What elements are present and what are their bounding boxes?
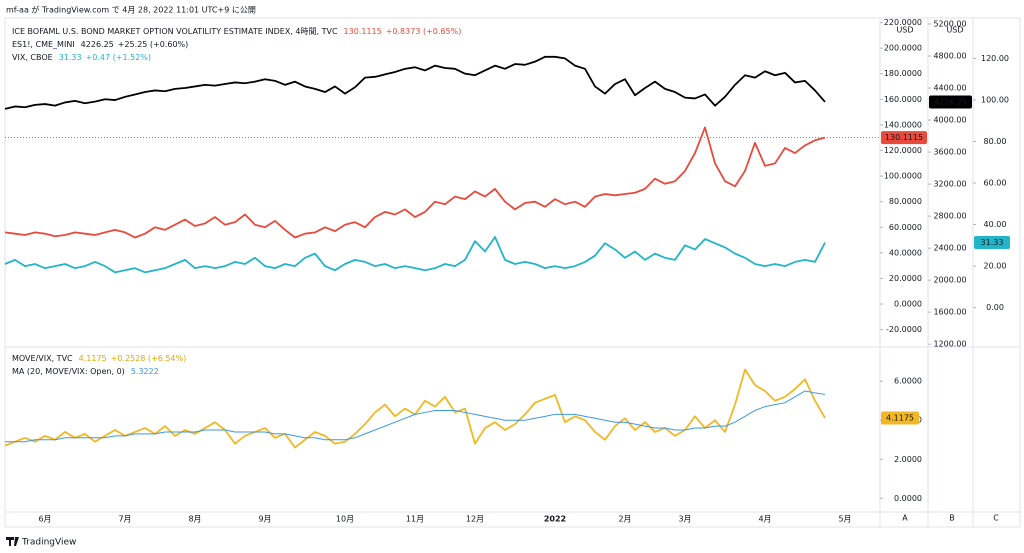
legend-change: +0.8373 (+0.65%) [386,27,462,36]
price-tick-label: 0.0000 [894,300,922,309]
time-tick-label: 11月 [406,515,424,524]
legend-value: 5.3222 [131,367,159,376]
price-tick-label: 4000.00 [933,116,966,125]
time-tick-label: 12月 [466,515,484,524]
price-tick-label: 2.0000 [894,455,922,464]
price-tick-label: 6.0000 [894,377,922,386]
legend-move: ICE BOFAML U.S. BOND MARKET OPTION VOLAT… [12,27,461,36]
price-tick-label: 60.00 [984,179,1007,188]
legend-name: MA (20, MOVE/VIX: Open, 0) [12,367,125,376]
legend-ratio: MOVE/VIX, TVC 4.1175 +0.2528 (+6.54%) [12,354,186,363]
price-tick-label: 0.0000 [894,494,922,503]
price-tick-label: 200.0000 [884,44,922,53]
price-tick-label: 220.0000 [884,18,922,27]
price-tick-label: 40.00 [984,220,1007,229]
price-tick-label: -20.0000 [886,325,922,334]
price-tick-label: 4400.00 [933,84,966,93]
time-tick-label: 2022 [544,515,566,524]
legend-es: ES1!, CME_MINI 4226.25 +25.25 (+0.60%) [12,40,188,49]
price-tick-label: 3600.00 [933,148,966,157]
price-tick-label: 2400.00 [933,244,966,253]
price-tick-label: 120.00 [981,54,1009,63]
legend-change: +0.47 (+1.52%) [86,53,151,62]
axis-button[interactable]: C [993,514,999,523]
legend-vix: VIX, CBOE 31.33 +0.47 (+1.52%) [12,53,151,62]
price-tag-label: 31.33 [981,238,1004,247]
currency-label: USD [896,26,913,35]
legend-name: ES1!, CME_MINI [12,40,75,49]
price-tick-label: 1600.00 [933,308,966,317]
series-line [4,126,826,239]
time-tick-label: 9月 [258,515,271,524]
series-line [4,236,826,274]
header: mf-aa が TradingView.com で 4月 28, 2022 11… [6,5,256,15]
price-tick-label: 120.0000 [884,146,922,155]
legend-value: 4226.25 [81,40,114,49]
time-tick-label: 3月 [678,515,691,524]
price-tag [929,95,972,109]
legend-change: +25.25 (+0.60%) [118,40,189,49]
currency-label: USD [946,26,963,35]
price-tag [881,131,927,145]
price-tick-label: 2800.00 [933,212,966,221]
legend-name: ICE BOFAML U.S. BOND MARKET OPTION VOLAT… [12,27,338,36]
price-tick-label: 100.00 [981,95,1009,104]
price-tag-label: 4.1175 [886,413,914,422]
price-tag-label: 4226.25 [934,97,967,106]
price-tick-label: 180.0000 [884,69,922,78]
axis-button[interactable]: A [902,514,908,523]
legend-value: 130.1115 [344,27,382,36]
price-tick-label: 80.00 [984,137,1007,146]
axis-button[interactable]: B [949,514,955,523]
series-line [4,55,826,110]
price-tick-label: 4800.00 [933,52,966,61]
time-tick-label: 5月 [838,515,851,524]
price-tick-label: 0.00 [986,303,1004,312]
legend-name: VIX, CBOE [12,53,53,62]
price-tick-label: 3200.00 [933,180,966,189]
price-tag-label: 130.1115 [885,133,923,142]
price-tick-label: 5200.00 [933,20,966,29]
time-tick-label: 7月 [118,515,131,524]
time-tick-label: 4月 [758,515,771,524]
price-tick-label: 40.0000 [889,248,922,257]
legend-value: 31.33 [59,53,82,62]
footer: TradingView [21,538,76,548]
price-tick-label: 1200.00 [933,340,966,349]
series-line [5,390,826,443]
time-tick-label: 6月 [38,515,51,524]
time-tick-label: 2月 [618,515,631,524]
price-tick-label: 20.00 [984,262,1007,271]
price-tick-label: 20.0000 [889,274,922,283]
legend-value: 4.1175 [79,354,107,363]
price-tick-label: 160.0000 [884,95,922,104]
logo-icon [6,537,19,546]
price-tick-label: 60.0000 [889,223,922,232]
legend-name: MOVE/VIX, TVC [12,354,73,363]
price-tick-label: 140.0000 [884,120,922,129]
time-tick-label: 8月 [188,515,201,524]
price-tick-label: 80.0000 [889,197,922,206]
time-tick-label: 10月 [336,515,354,524]
legend-ma: MA (20, MOVE/VIX: Open, 0) 5.3222 [12,367,159,376]
price-tag [974,236,1010,250]
legend-change: +0.2528 (+6.54%) [111,354,187,363]
price-tick-label: 100.0000 [884,172,922,181]
price-tag [881,411,919,425]
price-tick-label: 2000.00 [933,276,966,285]
